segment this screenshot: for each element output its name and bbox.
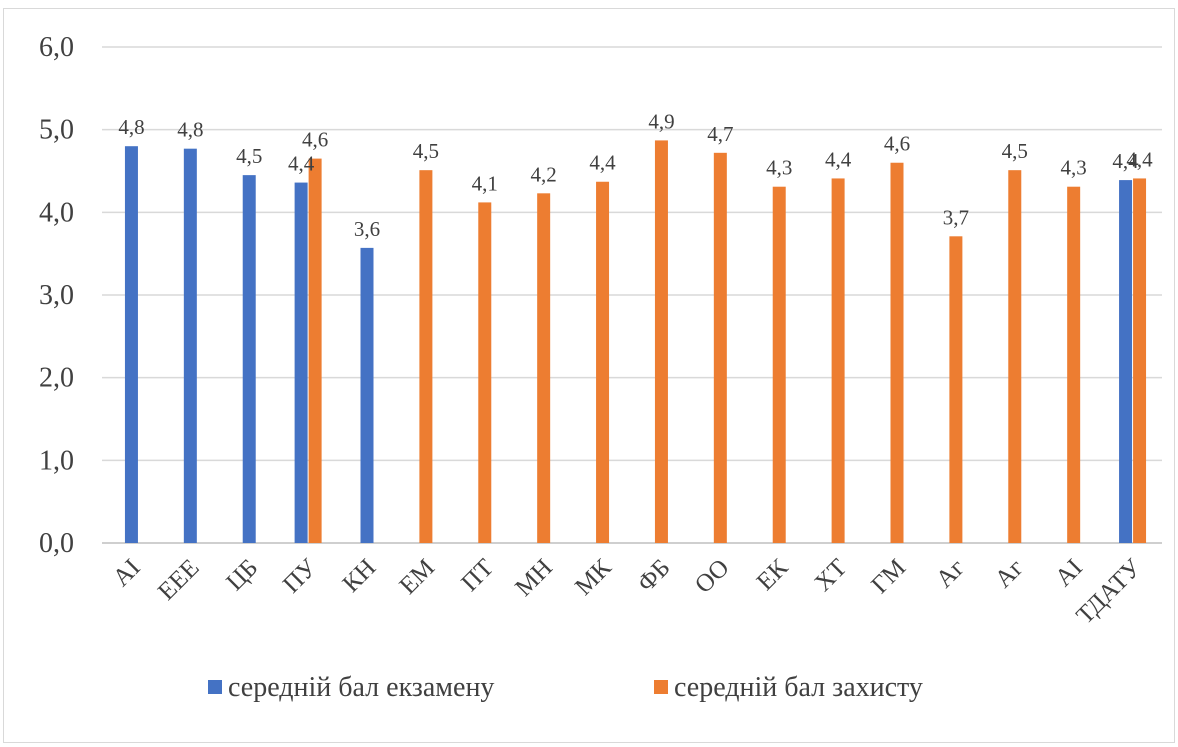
data-label: 4,8 (177, 118, 203, 142)
data-label: 4,4 (589, 151, 616, 175)
x-category-label: ЕЕЕ (153, 554, 204, 605)
x-category-label: ГМ (866, 554, 911, 599)
legend-label-exam: середній бал екзамену (228, 672, 494, 703)
data-label: 4,2 (531, 162, 557, 186)
x-category-label: АІ (108, 554, 146, 592)
bar-chart: 0,01,02,03,04,05,06,0 4,8 4,84,5 4,44,63,6… (39, 32, 1162, 703)
data-label: 4,9 (648, 109, 674, 133)
data-label: 4,8 (118, 115, 144, 139)
defense-bar (831, 178, 845, 543)
data-label: 4,6 (302, 128, 328, 152)
x-category-label: ПТ (456, 554, 499, 597)
defense-bar (772, 186, 786, 543)
defense-bar (478, 202, 492, 543)
data-label: 4,4 (288, 152, 315, 176)
x-category-label: ОО (690, 554, 735, 599)
defense-bar (654, 140, 668, 543)
y-tick-label: 6,0 (39, 32, 74, 63)
data-label: 4,4 (825, 147, 852, 171)
defense-bar (1133, 178, 1147, 543)
data-label: 4,5 (1002, 139, 1028, 163)
y-tick-label: 2,0 (39, 363, 74, 394)
defense-bar (1008, 170, 1022, 543)
exam-bar (242, 175, 256, 543)
data-labels: 4,8 4,84,5 4,44,63,64,54,1 4,2 4,44,94,74,3 4… (118, 109, 1153, 240)
exam-bar (294, 182, 308, 543)
y-tick-label: 4,0 (39, 197, 74, 228)
x-category-label: ХТ (810, 554, 853, 597)
data-label: 4,3 (1061, 156, 1087, 180)
data-label: 4,1 (472, 171, 498, 195)
data-label: 4,5 (413, 139, 439, 163)
x-category-label: МК (570, 554, 617, 601)
defense-bar (890, 162, 904, 543)
x-category-label: ТДАТУ (1071, 554, 1147, 630)
exam-bar (124, 146, 138, 543)
data-label: 3,7 (943, 205, 969, 229)
defense-bar (419, 170, 433, 543)
x-category-label: Аг (931, 554, 970, 593)
exam-bar (360, 247, 374, 543)
gridlines (102, 46, 1162, 544)
data-label: 3,6 (354, 217, 380, 241)
legend-swatch-defense (654, 680, 668, 694)
chart-frame: 0,0 1,0 2,0 3,0 4,0 5,0 6,0 4,8 4,8 4,5 4,4 4,6 3,6… (3, 8, 1175, 743)
defense-bar (596, 181, 610, 543)
y-tick-label: 3,0 (39, 280, 74, 311)
y-axis-ticks: 0,0 1,0 2,0 3,0 4,0 5,0 6,0 (39, 32, 74, 559)
legend-swatch-exam (208, 680, 222, 694)
defense-bar (537, 193, 551, 543)
y-tick-label: 0,0 (39, 528, 74, 559)
x-category-label: АІ (1050, 554, 1088, 592)
data-label: 4,4 (1112, 149, 1139, 173)
legend: середній бал екзамену середній бал захист… (208, 672, 923, 703)
exam-bar (1119, 180, 1133, 544)
x-category-label: КН (338, 554, 382, 598)
data-label: 4,5 (236, 144, 262, 168)
data-label: 4,4 (1126, 147, 1153, 171)
x-category-label: ЕК (752, 554, 794, 596)
y-tick-label: 5,0 (39, 115, 74, 146)
data-label: 4,3 (766, 156, 792, 180)
defense-bar (308, 158, 322, 543)
x-category-label: ПУ (278, 554, 323, 599)
exam-bar (183, 148, 197, 543)
defense-bar (949, 236, 963, 543)
bars (124, 140, 1147, 544)
x-category-label: ФБ (632, 554, 675, 597)
data-label: 4,7 (707, 122, 733, 146)
legend-label-defense: середній бал захисту (674, 672, 923, 703)
x-category-label: Аг (990, 554, 1029, 593)
x-category-label: ЦБ (221, 554, 263, 596)
defense-bar (1067, 186, 1081, 543)
defense-bar (713, 152, 727, 543)
y-tick-label: 1,0 (39, 445, 74, 476)
data-label: 4,6 (884, 132, 910, 156)
x-category-label: ЕМ (395, 554, 441, 600)
x-category-label: МН (510, 554, 558, 602)
